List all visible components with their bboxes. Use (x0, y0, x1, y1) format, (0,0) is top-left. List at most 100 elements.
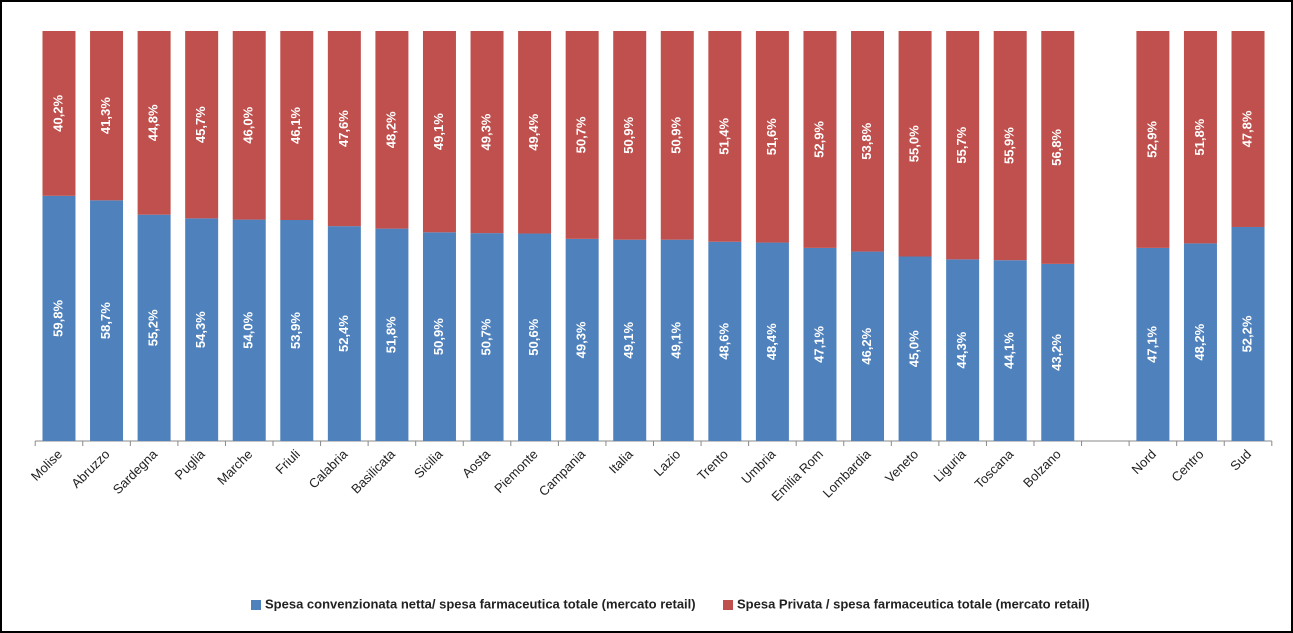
bar-segment (327, 226, 361, 441)
bar-segment (993, 260, 1027, 441)
data-label: 40,2% (50, 95, 65, 132)
bar-segment (1136, 247, 1170, 441)
bar-segment (470, 31, 504, 234)
bar-segment (518, 233, 552, 441)
bar-segment (280, 31, 314, 221)
data-label: 58,7% (98, 302, 113, 339)
data-label: 49,3% (574, 321, 589, 358)
data-label: 45,0% (907, 330, 922, 367)
bar-segment (518, 31, 552, 234)
data-label: 52,9% (1144, 121, 1159, 158)
data-label: 48,4% (764, 323, 779, 360)
data-label: 52,4% (336, 315, 351, 352)
data-label: 46,2% (859, 327, 874, 364)
data-label: 51,6% (764, 118, 779, 155)
data-label: 52,2% (1239, 315, 1254, 352)
bar-segment (660, 239, 694, 441)
data-label: 43,2% (1049, 334, 1064, 371)
data-label: 50,6% (526, 318, 541, 355)
bar-segment (803, 31, 837, 248)
bar-segment (42, 195, 76, 441)
data-label: 55,9% (1002, 127, 1017, 164)
data-label: 49,4% (526, 113, 541, 150)
data-label: 44,3% (954, 331, 969, 368)
bar-segment (280, 220, 314, 441)
data-label: 51,4% (716, 118, 731, 155)
bar-segment (327, 31, 361, 227)
data-label: 49,3% (478, 113, 493, 150)
data-label: 54,3% (193, 311, 208, 348)
data-label: 51,8% (383, 316, 398, 353)
bar-segment (613, 31, 647, 240)
data-label: 55,2% (146, 309, 161, 346)
bar-segment (137, 31, 171, 215)
bar-segment (1231, 31, 1265, 227)
data-label: 47,6% (336, 110, 351, 147)
legend-swatch (251, 600, 261, 610)
bar-segment (422, 232, 456, 441)
data-label: 47,1% (1144, 326, 1159, 363)
data-label: 52,9% (811, 121, 826, 158)
bar-segment (851, 251, 885, 441)
data-label: 53,9% (288, 312, 303, 349)
bar-segment (375, 31, 409, 229)
bar-segment (137, 214, 171, 441)
data-label: 51,8% (1192, 118, 1207, 155)
data-label: 41,3% (98, 97, 113, 134)
bar-segment (755, 242, 789, 441)
data-label: 50,9% (621, 116, 636, 153)
bar-segment (803, 247, 837, 441)
bar-segment (1183, 31, 1217, 244)
bar-segment (660, 31, 694, 240)
bar-segment (708, 241, 742, 441)
data-label: 55,7% (954, 126, 969, 163)
data-label: 48,2% (383, 111, 398, 148)
bar-segment (708, 31, 742, 242)
bar-segment (898, 256, 932, 441)
bar-segment (1231, 226, 1265, 441)
legend-label: Spesa convenzionata netta/ spesa farmace… (265, 596, 696, 611)
bar-segment (851, 31, 885, 252)
bar-segment (565, 238, 599, 441)
data-label: 48,2% (1192, 323, 1207, 360)
bar-segment (232, 31, 266, 220)
legend-label: Spesa Privata / spesa farmaceutica total… (737, 596, 1090, 611)
bar-segment (993, 31, 1027, 261)
data-label: 44,1% (1002, 332, 1017, 369)
data-label: 47,1% (811, 326, 826, 363)
data-label: 49,1% (431, 113, 446, 150)
bar-segment (755, 31, 789, 243)
data-label: 59,8% (50, 300, 65, 337)
data-label: 54,0% (241, 311, 256, 348)
bar-segment (1183, 243, 1217, 441)
bar-segment (422, 31, 456, 233)
bar-segment (42, 31, 76, 196)
bar-segment (1136, 31, 1170, 248)
data-label: 44,8% (146, 104, 161, 141)
bar-segment (613, 239, 647, 441)
data-label: 50,9% (431, 318, 446, 355)
data-label: 50,7% (478, 318, 493, 355)
bar-segment (232, 219, 266, 441)
bar-segment (470, 233, 504, 441)
legend-swatch (723, 600, 733, 610)
bar-segment (1041, 31, 1075, 264)
bar-segment (185, 218, 219, 441)
data-label: 50,7% (574, 116, 589, 153)
bar-segment (898, 31, 932, 257)
bar-segment (1041, 263, 1075, 441)
data-label: 49,1% (621, 321, 636, 358)
data-label: 49,1% (669, 321, 684, 358)
bar-segment (946, 31, 980, 260)
bar-segment (185, 31, 219, 219)
data-label: 46,0% (241, 106, 256, 143)
data-label: 48,6% (716, 323, 731, 360)
data-label: 56,8% (1049, 129, 1064, 166)
data-label: 47,8% (1239, 110, 1254, 147)
bar-segment (90, 31, 124, 201)
bar-segment (946, 259, 980, 441)
data-label: 46,1% (288, 107, 303, 144)
bar-segment (375, 228, 409, 441)
data-label: 45,7% (193, 106, 208, 143)
bar-segment (565, 31, 599, 239)
